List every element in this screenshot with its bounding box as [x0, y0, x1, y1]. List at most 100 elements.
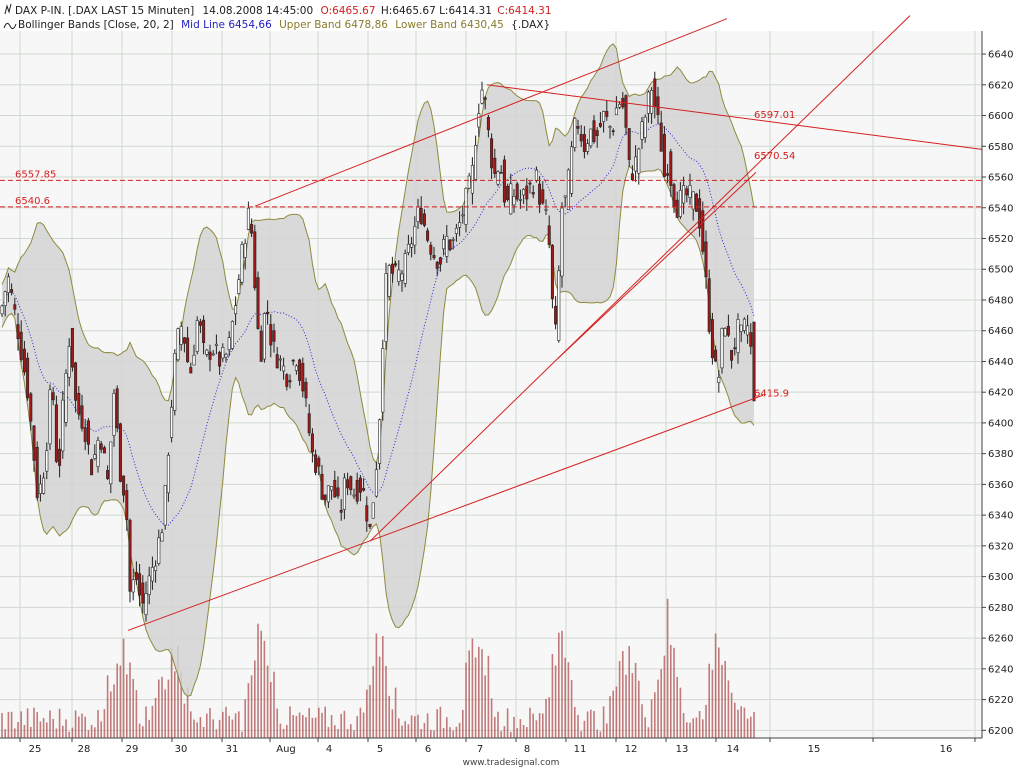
- volume-bar: [474, 657, 477, 738]
- volume-bar: [42, 718, 45, 738]
- candle-body: [51, 392, 55, 401]
- candle-body: [682, 185, 686, 204]
- volume-bar: [350, 724, 352, 738]
- volume-bar: [718, 647, 720, 738]
- volume-bar: [705, 704, 707, 738]
- volume-bar: [535, 720, 538, 738]
- volume-bar: [266, 665, 269, 738]
- candle-body: [374, 469, 378, 497]
- candle-body: [141, 582, 145, 604]
- volume-bar: [113, 684, 115, 738]
- y-tick-label: 6380: [988, 449, 1013, 460]
- candle-body: [173, 353, 177, 411]
- trendlines: [127, 15, 983, 631]
- volume-bar: [10, 711, 13, 738]
- volume-bar: [615, 686, 618, 738]
- volume-bar: [586, 711, 589, 738]
- volume-bar: [420, 729, 422, 738]
- volume-bar: [33, 707, 35, 738]
- candle-body: [509, 183, 513, 215]
- volume-bar: [634, 662, 637, 738]
- candle-body: [394, 263, 398, 266]
- volume-bar: [692, 718, 694, 738]
- volume-bar: [167, 679, 170, 738]
- volume-bar: [551, 654, 554, 738]
- candle-body: [528, 182, 532, 185]
- header-open: O:6465.67: [321, 5, 376, 17]
- candle-body: [742, 318, 746, 331]
- x-tick-label: 29: [126, 744, 139, 755]
- candle-body: [602, 111, 606, 122]
- header-symbol: DAX P-IN. [.DAX LAST 15 Minuten]: [15, 5, 194, 17]
- volume-bar: [129, 662, 131, 738]
- volume-bar: [375, 633, 378, 738]
- candle-body: [42, 477, 46, 494]
- volume-bar: [346, 729, 349, 738]
- candle-body: [246, 207, 250, 230]
- volume-bar: [478, 646, 480, 738]
- volume-bar: [724, 660, 726, 738]
- candle-body: [538, 183, 542, 205]
- volume-bar: [324, 706, 326, 738]
- candle-body: [634, 156, 638, 172]
- candle-body: [224, 353, 228, 358]
- trendline: [369, 15, 911, 542]
- trendline: [254, 18, 728, 207]
- candle-body: [10, 289, 14, 293]
- candle-body: [426, 230, 430, 241]
- candle-body: [22, 348, 26, 373]
- volume-bar: [513, 716, 515, 738]
- candle-body: [198, 321, 202, 326]
- candle-body: [694, 193, 698, 212]
- volume-bar: [174, 671, 176, 738]
- candle-body: [752, 321, 756, 402]
- candle-body: [467, 175, 471, 189]
- candle-body: [240, 244, 244, 283]
- volume-bar: [442, 727, 445, 738]
- volume-bar: [641, 704, 643, 738]
- volume-bar: [254, 660, 256, 738]
- candle-body: [589, 128, 593, 147]
- candle-body: [189, 367, 193, 374]
- y-tick-label: 6620: [988, 80, 1013, 91]
- volume-bar: [330, 715, 333, 738]
- volume-bar: [711, 669, 714, 738]
- candle-body: [720, 328, 724, 369]
- volume-bar: [270, 682, 272, 738]
- candle-body: [707, 278, 711, 332]
- candle-body: [339, 509, 343, 513]
- candle-body: [282, 365, 286, 372]
- volume-bar: [343, 710, 346, 738]
- volume-bar: [558, 632, 560, 738]
- volume-bar: [180, 672, 182, 738]
- volume-bar: [567, 662, 570, 738]
- candle-body: [54, 404, 58, 462]
- candle-body: [704, 241, 708, 278]
- volume-bar: [522, 724, 525, 738]
- x-tick-label: 13: [676, 744, 689, 755]
- y-tick-label: 6220: [988, 695, 1013, 706]
- candle-body: [490, 138, 494, 169]
- volume-bar: [23, 724, 26, 738]
- volume-bar: [455, 726, 458, 738]
- header-indicator: Bollinger Bands [Close, 20, 2]: [18, 19, 174, 31]
- candle-body: [144, 593, 148, 616]
- volume-bar: [20, 711, 22, 738]
- volume-bar: [279, 723, 282, 738]
- volume-bar: [638, 680, 640, 738]
- chart-series-icon: [4, 3, 12, 15]
- horizontal-levels: 6557.85 6540.6: [0, 169, 982, 208]
- candle-body: [723, 328, 727, 337]
- volume-bar: [231, 719, 234, 738]
- volume-bar: [561, 630, 563, 738]
- volume-bar: [46, 722, 48, 738]
- candle-body: [106, 470, 110, 479]
- candle-body: [272, 330, 276, 342]
- volume-bar: [74, 710, 77, 738]
- candle-body: [29, 393, 33, 422]
- volume-bar: [391, 709, 394, 738]
- volume-bar: [750, 716, 752, 738]
- candle-body: [362, 488, 366, 491]
- candle-body: [445, 235, 449, 257]
